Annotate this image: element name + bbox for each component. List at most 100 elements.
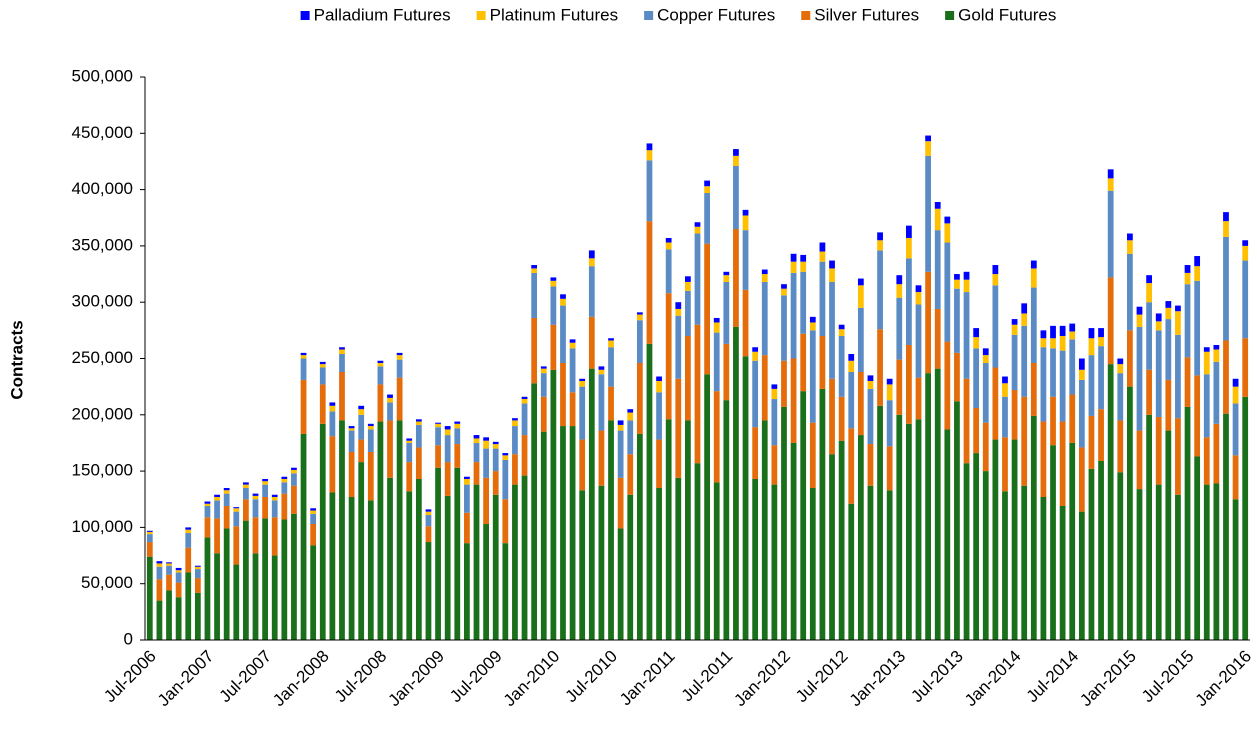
bar-segment [704, 374, 710, 640]
bar-segment [790, 253, 797, 262]
bar-segment [569, 342, 576, 349]
bar-segment [271, 555, 278, 640]
bar-segment [521, 403, 528, 436]
bar-segment [1213, 423, 1220, 484]
bar-segment [329, 405, 336, 412]
bar-segment [1203, 374, 1210, 438]
x-tick-label: Jan-2014 [961, 647, 1025, 711]
bar-segment [867, 375, 874, 382]
bar-segment [329, 492, 336, 640]
bar-segment [627, 420, 634, 455]
bar-segment [1069, 339, 1076, 395]
bar-segment [377, 384, 384, 422]
bar-segment [598, 374, 605, 431]
bar-segment [944, 223, 951, 243]
bar-segment [348, 451, 355, 497]
bar-segment [194, 566, 201, 570]
bar-segment [1117, 373, 1124, 421]
bar-segment [1069, 323, 1076, 332]
bar-segment [617, 420, 624, 425]
bar-segment [1203, 484, 1210, 640]
bar-segment [1146, 302, 1152, 370]
bar-segment [1165, 430, 1172, 640]
bar-segment [656, 487, 662, 640]
bar-segment [819, 261, 826, 336]
bar-segment [1242, 245, 1249, 261]
x-tick-label: Jul-2013 [907, 647, 967, 707]
legend-swatch [801, 11, 811, 20]
bar-segment [848, 353, 855, 361]
bar-segment [492, 441, 499, 445]
bar-segment [954, 352, 960, 402]
bar-segment [1059, 350, 1066, 422]
bar-segment [781, 360, 787, 407]
bar-segment [886, 384, 893, 401]
bar-segment [492, 448, 499, 472]
bar-segment [954, 288, 960, 353]
bar-segment [1021, 313, 1028, 326]
bar-segment [867, 444, 874, 486]
bar-segment [492, 444, 499, 449]
bar-segment [214, 500, 220, 519]
bar-segment [992, 439, 999, 640]
bar-segment [819, 242, 826, 252]
bar-segment [262, 496, 268, 519]
bar-segment [1002, 491, 1008, 640]
bar-segment [906, 238, 912, 259]
bar-segment [300, 379, 307, 434]
bar-segment [781, 284, 787, 289]
bar-segment [704, 180, 710, 187]
y-tick-label: 50,000 [81, 573, 133, 592]
bar-segment [1165, 319, 1172, 380]
bar-segment [896, 297, 903, 360]
bar-segment [1040, 347, 1047, 422]
bar-segment [636, 363, 643, 434]
bar-segment [1136, 430, 1143, 490]
bar-segment [166, 590, 172, 640]
x-tick-label: Jul-2008 [331, 647, 391, 707]
bar-segment [809, 316, 816, 323]
bar-segment [713, 482, 720, 640]
bar-segment [233, 564, 240, 640]
bar-segment [771, 399, 778, 446]
bar-segment [963, 279, 970, 293]
bar-segment [1098, 460, 1104, 640]
bar-segment [339, 353, 345, 373]
bar-segment [944, 216, 951, 224]
bar-segment [521, 475, 528, 640]
bar-segment [1175, 494, 1181, 640]
bar-segment [1184, 265, 1191, 273]
bar-segment [367, 423, 374, 427]
bar-segment [540, 396, 547, 432]
bar-segment [781, 406, 787, 640]
bar-segment [838, 324, 845, 330]
bar-segment [319, 384, 326, 424]
bar-segment [252, 495, 259, 500]
bar-segment [175, 570, 182, 573]
bar-segment [675, 477, 682, 640]
bar-segment [1059, 335, 1066, 351]
bar-segment [963, 463, 970, 640]
bar-segment [1107, 277, 1114, 365]
bar-segment [319, 423, 326, 640]
bar-segment [1107, 364, 1114, 640]
bar-segment [857, 285, 864, 308]
bar-segment [1098, 328, 1104, 338]
bar-segment [925, 271, 931, 374]
bar-segment [608, 338, 614, 341]
bar-segment [156, 579, 163, 601]
bar-segment [733, 155, 739, 166]
bar-segment [973, 337, 980, 349]
bar-segment [761, 420, 768, 640]
bar-segment [540, 373, 547, 397]
bar-segment [262, 484, 268, 497]
bar-segment [1194, 266, 1201, 281]
bar-segment [185, 527, 192, 530]
bar-segment [483, 524, 489, 640]
bar-segment [1203, 351, 1210, 375]
bar-segment [1040, 330, 1047, 339]
bar-segment [752, 351, 759, 361]
bar-segment [723, 271, 730, 276]
bar-segment [742, 230, 749, 290]
bar-segment [982, 422, 989, 472]
